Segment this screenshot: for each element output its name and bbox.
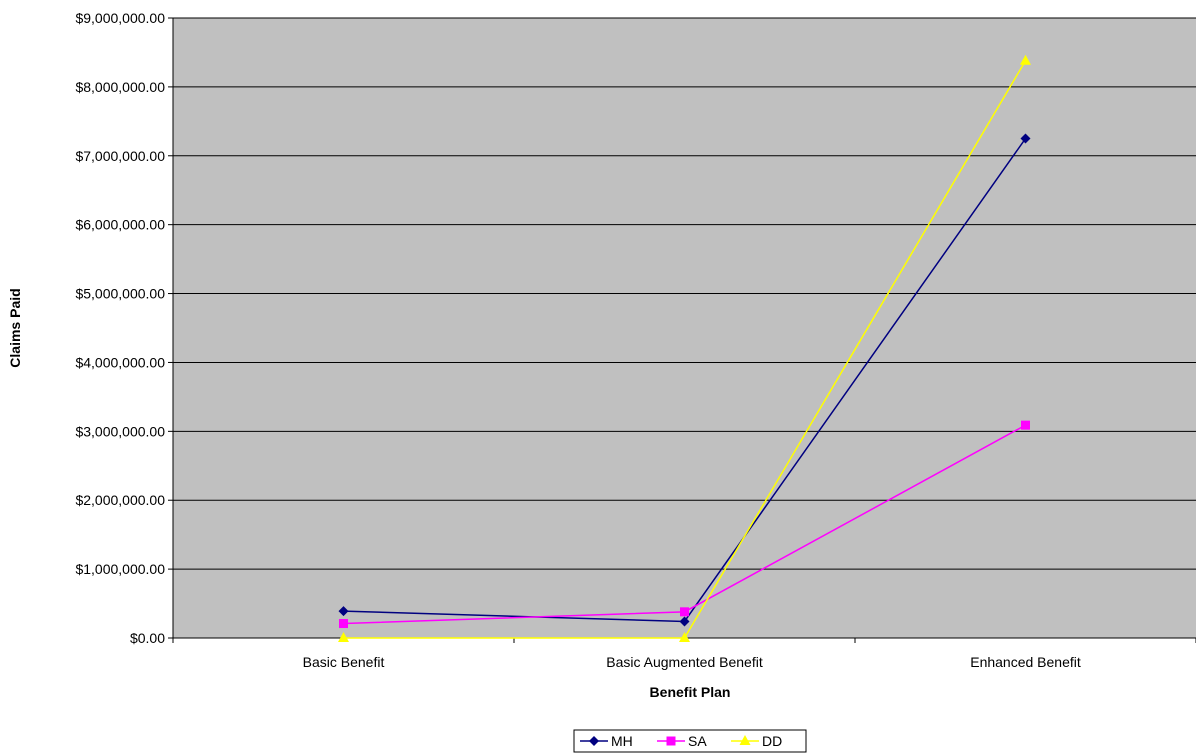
plot-area xyxy=(173,18,1196,638)
x-tick-label: Basic Benefit xyxy=(303,654,385,670)
y-tick-label: $4,000,000.00 xyxy=(75,354,165,370)
series-mh xyxy=(338,133,1031,627)
data-point-dd xyxy=(679,632,690,642)
y-tick-label: $3,000,000.00 xyxy=(75,423,165,439)
y-tick-label: $6,000,000.00 xyxy=(75,217,165,233)
y-axis-title: Claims Paid xyxy=(7,288,23,367)
legend-label-sa: SA xyxy=(688,733,707,749)
x-tick-label: Basic Augmented Benefit xyxy=(606,654,763,670)
y-axis-ticks: $0.00 $1,000,000.00 $2,000,000.00 $3,000,00… xyxy=(75,10,173,646)
legend-label-dd: DD xyxy=(762,733,782,749)
series-layer xyxy=(338,54,1031,642)
data-point-sa xyxy=(339,619,348,629)
y-tick-label: $0.00 xyxy=(130,630,165,646)
y-tick-label: $5,000,000.00 xyxy=(75,286,165,302)
series-sa xyxy=(339,420,1030,629)
series-dd xyxy=(338,54,1031,642)
x-axis-title: Benefit Plan xyxy=(650,684,731,700)
legend-label-mh: MH xyxy=(611,733,633,749)
y-tick-label: $7,000,000.00 xyxy=(75,148,165,164)
x-tick-label: Enhanced Benefit xyxy=(970,654,1081,670)
legend-marker-sa xyxy=(666,736,676,746)
data-point-sa xyxy=(680,607,689,617)
data-point-mh xyxy=(338,606,349,617)
legend-marker-mh xyxy=(589,736,599,746)
data-point-dd xyxy=(338,632,349,642)
x-axis-ticks: Basic Benefit Basic Augmented Benefit Enha… xyxy=(172,638,1196,670)
legend-box xyxy=(573,729,807,753)
data-point-sa xyxy=(1021,420,1030,430)
y-tick-label: $8,000,000.00 xyxy=(75,79,165,95)
y-tick-label: $1,000,000.00 xyxy=(75,561,165,577)
legend-marker-dd xyxy=(739,735,751,745)
data-point-mh xyxy=(1020,133,1031,144)
y-tick-label: $9,000,000.00 xyxy=(75,10,165,26)
data-point-dd xyxy=(1020,54,1031,65)
y-tick-label: $2,000,000.00 xyxy=(75,492,165,508)
gridlines xyxy=(173,17,1196,570)
data-point-mh xyxy=(679,616,690,627)
legend: MH SA DD xyxy=(573,729,807,753)
